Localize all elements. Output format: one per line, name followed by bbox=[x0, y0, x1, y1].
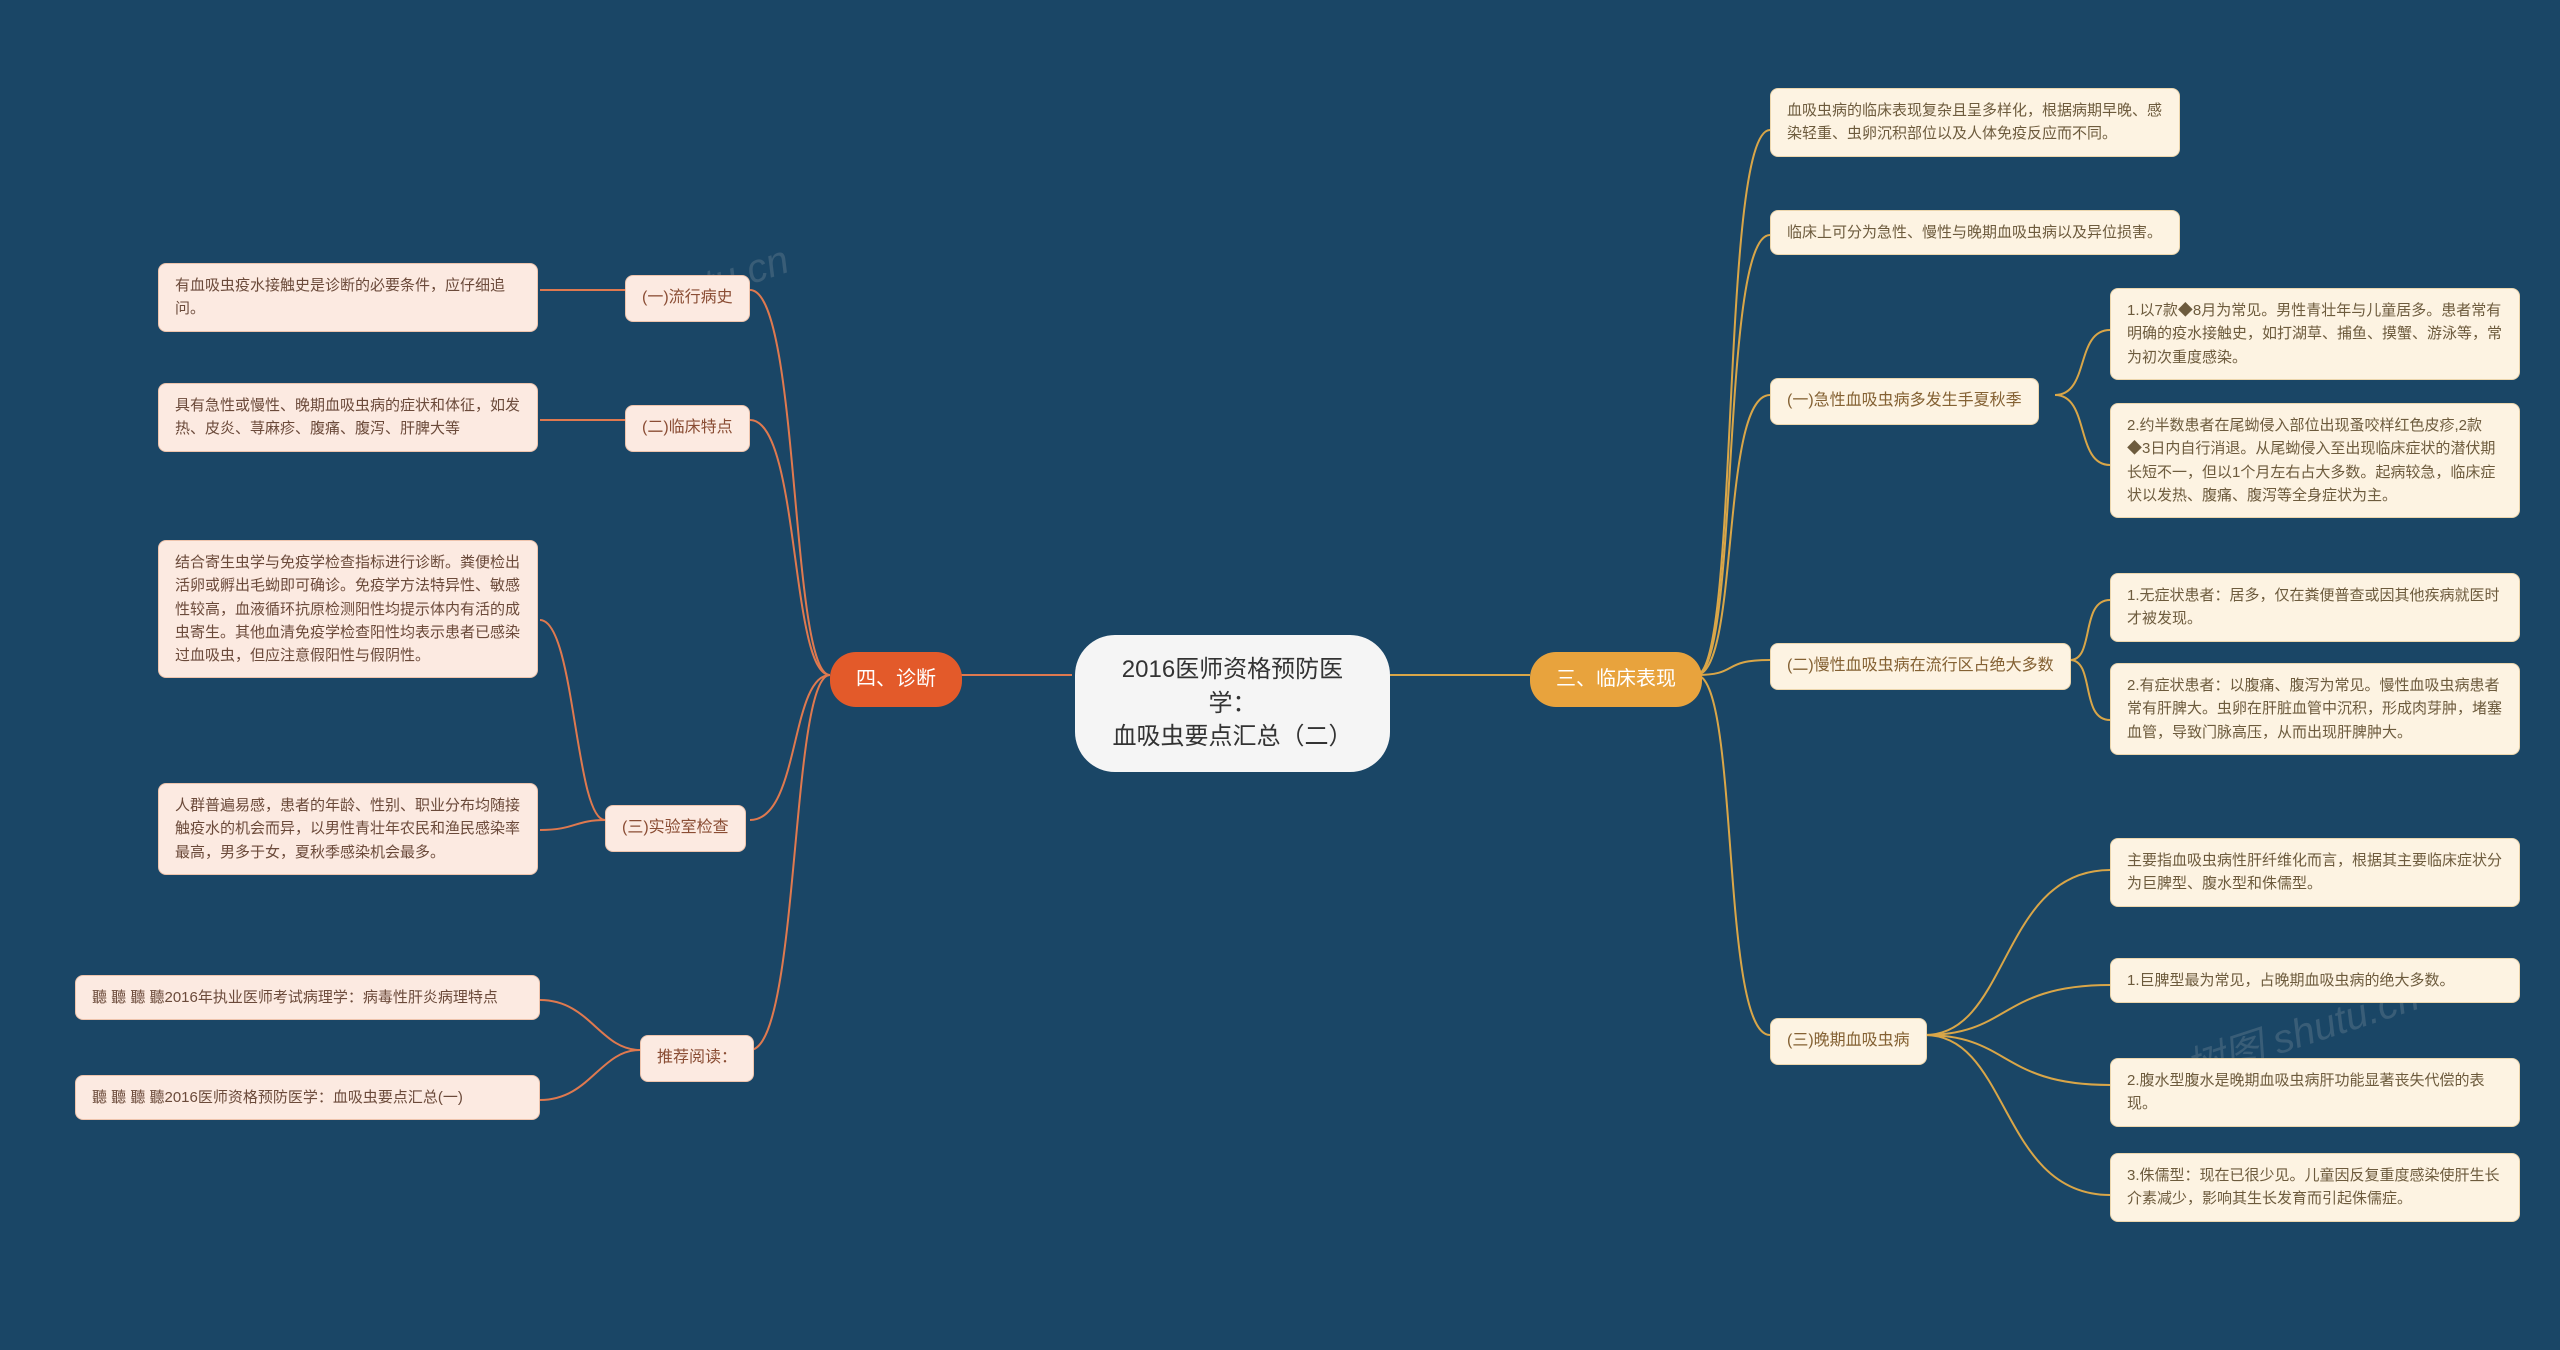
leaf-node[interactable]: 临床上可分为急性、慢性与晚期血吸虫病以及异位损害。 bbox=[1770, 210, 2180, 255]
leaf-node[interactable]: 2.约半数患者在尾蚴侵入部位出现蚤咬样红色皮疹,2款◆3日内自行消退。从尾蚴侵入… bbox=[2110, 403, 2520, 518]
center-title-line2: 血吸虫要点汇总（二） bbox=[1109, 720, 1356, 754]
leaf-node[interactable]: 人群普遍易感，患者的年龄、性别、职业分布均随接触疫水的机会而异，以男性青壮年农民… bbox=[158, 783, 538, 875]
center-node[interactable]: 2016医师资格预防医学： 血吸虫要点汇总（二） bbox=[1075, 635, 1390, 772]
leaf-node[interactable]: 2.腹水型腹水是晚期血吸虫病肝功能显著丧失代偿的表现。 bbox=[2110, 1058, 2520, 1127]
sub-node[interactable]: (二)慢性血吸虫病在流行区占绝大多数 bbox=[1770, 643, 2071, 690]
sub-node[interactable]: (三)实验室检查 bbox=[605, 805, 746, 852]
leaf-node[interactable]: 结合寄生虫学与免疫学检查指标进行诊断。粪便检出活卵或孵出毛蚴即可确诊。免疫学方法… bbox=[158, 540, 538, 678]
leaf-node[interactable]: 有血吸虫疫水接触史是诊断的必要条件，应仔细追问。 bbox=[158, 263, 538, 332]
leaf-node[interactable]: 聽 聽 聽 聽2016年执业医师考试病理学：病毒性肝炎病理特点 bbox=[75, 975, 540, 1020]
leaf-node[interactable]: 1.无症状患者：居多，仅在粪便普查或因其他疾病就医时才被发现。 bbox=[2110, 573, 2520, 642]
leaf-node[interactable]: 3.侏儒型：现在已很少见。儿童因反复重度感染使肝生长介素减少，影响其生长发育而引… bbox=[2110, 1153, 2520, 1222]
sub-node[interactable]: (一)急性血吸虫病多发生手夏秋季 bbox=[1770, 378, 2039, 425]
leaf-node[interactable]: 具有急性或慢性、晚期血吸虫病的症状和体征，如发热、皮炎、荨麻疹、腹痛、腹泻、肝脾… bbox=[158, 383, 538, 452]
branch-left[interactable]: 四、诊断 bbox=[830, 652, 962, 707]
sub-node[interactable]: 推荐阅读： bbox=[640, 1035, 754, 1082]
sub-node[interactable]: (三)晚期血吸虫病 bbox=[1770, 1018, 1927, 1065]
sub-node[interactable]: (二)临床特点 bbox=[625, 405, 750, 452]
center-title-line1: 2016医师资格预防医学： bbox=[1109, 653, 1356, 720]
leaf-node[interactable]: 主要指血吸虫病性肝纤维化而言，根据其主要临床症状分为巨脾型、腹水型和侏儒型。 bbox=[2110, 838, 2520, 907]
leaf-node[interactable]: 血吸虫病的临床表现复杂且呈多样化，根据病期早晚、感染轻重、虫卵沉积部位以及人体免… bbox=[1770, 88, 2180, 157]
branch-right[interactable]: 三、临床表现 bbox=[1530, 652, 1702, 707]
leaf-node[interactable]: 1.以7款◆8月为常见。男性青壮年与儿童居多。患者常有明确的疫水接触史，如打湖草… bbox=[2110, 288, 2520, 380]
leaf-node[interactable]: 聽 聽 聽 聽2016医师资格预防医学：血吸虫要点汇总(一) bbox=[75, 1075, 540, 1120]
leaf-node[interactable]: 2.有症状患者：以腹痛、腹泻为常见。慢性血吸虫病患者常有肝脾大。虫卵在肝脏血管中… bbox=[2110, 663, 2520, 755]
leaf-node[interactable]: 1.巨脾型最为常见，占晚期血吸虫病的绝大多数。 bbox=[2110, 958, 2520, 1003]
sub-node[interactable]: (一)流行病史 bbox=[625, 275, 750, 322]
